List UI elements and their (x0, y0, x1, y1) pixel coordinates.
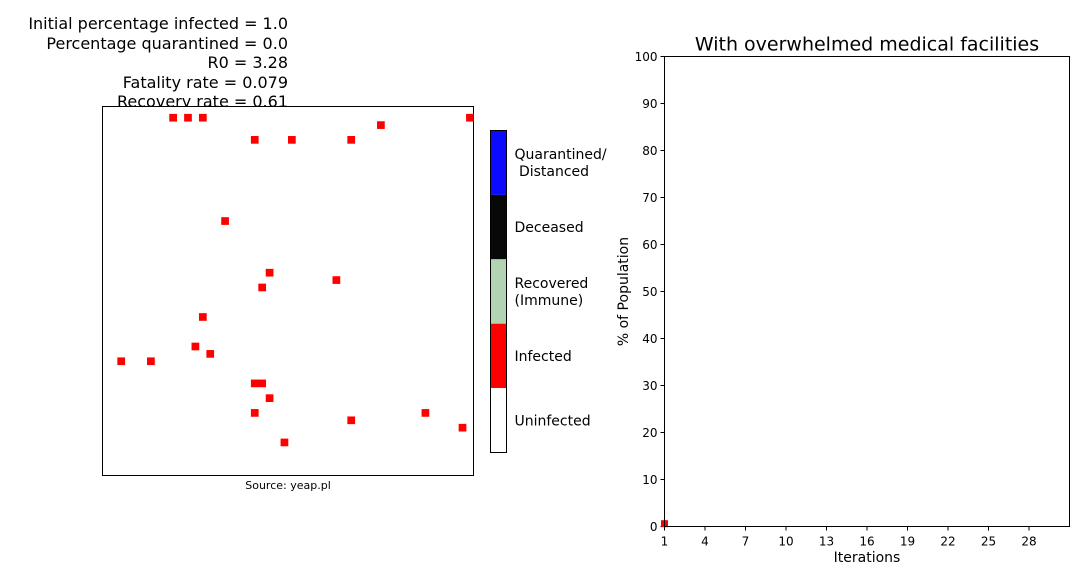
x-tick-label: 25 (981, 535, 996, 549)
colorbar-frame (490, 130, 507, 453)
infected-cell (288, 136, 296, 144)
simulation-parameters: Initial percentage infected = 1.0 Percen… (0, 14, 288, 112)
chart-frame (664, 56, 1070, 527)
infected-cell (421, 409, 430, 417)
infected-cell (265, 394, 274, 402)
param-r0: R0 = 3.28 (207, 53, 289, 72)
infected-cell (250, 136, 259, 144)
x-tick-label: 10 (778, 535, 793, 549)
y-axis-label: % of Population (616, 237, 632, 346)
y-tick-label: 40 (642, 332, 657, 346)
infected-cell (169, 113, 177, 122)
y-tick-label: 0 (650, 520, 658, 534)
y-tick-label: 80 (642, 144, 657, 158)
infected-cell (198, 313, 207, 321)
population-line-chart: 0 10 20 30 40 50 60 70 80 90 100 1 4 7 10 13 16 19 22 25 28 W… (616, 34, 1070, 566)
x-tick-label: 22 (940, 535, 955, 549)
x-tick-label: 7 (742, 535, 750, 549)
y-tick-label: 30 (642, 379, 657, 393)
x-tick-label: 1 (661, 535, 669, 549)
y-tick-label: 90 (642, 97, 657, 111)
colorbar-label: Infected (515, 349, 572, 365)
infected-cell (184, 113, 192, 122)
chart-title: With overwhelmed medical facilities (695, 34, 1039, 56)
param-quarantined: Percentage quarantined = 0.0 (46, 33, 288, 53)
infected-cell (198, 113, 207, 122)
grid-source-caption: Source: yeap.pl (245, 479, 331, 492)
colorbar-segment (490, 388, 507, 453)
infected-cell (206, 350, 215, 358)
infected-cell (258, 379, 267, 388)
colorbar-label: Quarantined/ Distanced (515, 147, 607, 180)
x-tick-label: 13 (819, 535, 834, 549)
param-initial-infected: Initial percentage infected = 1.0 (28, 14, 288, 33)
infected-cell (250, 409, 259, 417)
grid-frame (102, 106, 474, 476)
y-tick-label: 100 (635, 50, 658, 64)
y-tick-label: 70 (642, 191, 657, 205)
infected-cell (280, 438, 289, 447)
y-tick-label: 10 (642, 473, 657, 487)
colorbar-segment (490, 194, 507, 260)
infected-cell (221, 217, 229, 225)
x-tick-label: 28 (1021, 535, 1036, 549)
colorbar-label: Deceased (515, 220, 584, 236)
param-fatality-rate: Fatality rate = 0.079 (122, 72, 288, 92)
infection-grid-panel: Source: yeap.pl (102, 106, 474, 492)
infected-cell (258, 283, 267, 292)
state-colorbar: Quarantined/ Distanced Deceased Recovered(… (490, 130, 607, 453)
colorbar-label: Uninfected (515, 413, 591, 429)
infected-cell (147, 357, 155, 366)
infected-cell (265, 268, 274, 277)
colorbar-label: Recovered (Immune) (515, 276, 589, 309)
x-axis-label: Iterations (834, 550, 901, 566)
infected-cell (466, 113, 474, 122)
colorbar-segment (490, 259, 507, 324)
infected-cell (458, 423, 467, 432)
y-tick-label: 50 (642, 285, 657, 299)
infected-cell (347, 136, 356, 144)
infected-cell (332, 276, 341, 284)
y-tick-label: 20 (642, 426, 657, 440)
infected-cell (191, 342, 200, 351)
infected-cell (347, 416, 356, 425)
infected-cell (250, 379, 259, 388)
colorbar-segment (490, 130, 507, 195)
infected-cell (117, 357, 126, 366)
x-tick-label: 4 (701, 535, 709, 549)
x-tick-label: 16 (859, 535, 874, 549)
infected-cell (377, 121, 385, 129)
colorbar-segment (490, 323, 507, 389)
y-tick-label: 60 (642, 238, 657, 252)
x-tick-label: 19 (900, 535, 915, 549)
